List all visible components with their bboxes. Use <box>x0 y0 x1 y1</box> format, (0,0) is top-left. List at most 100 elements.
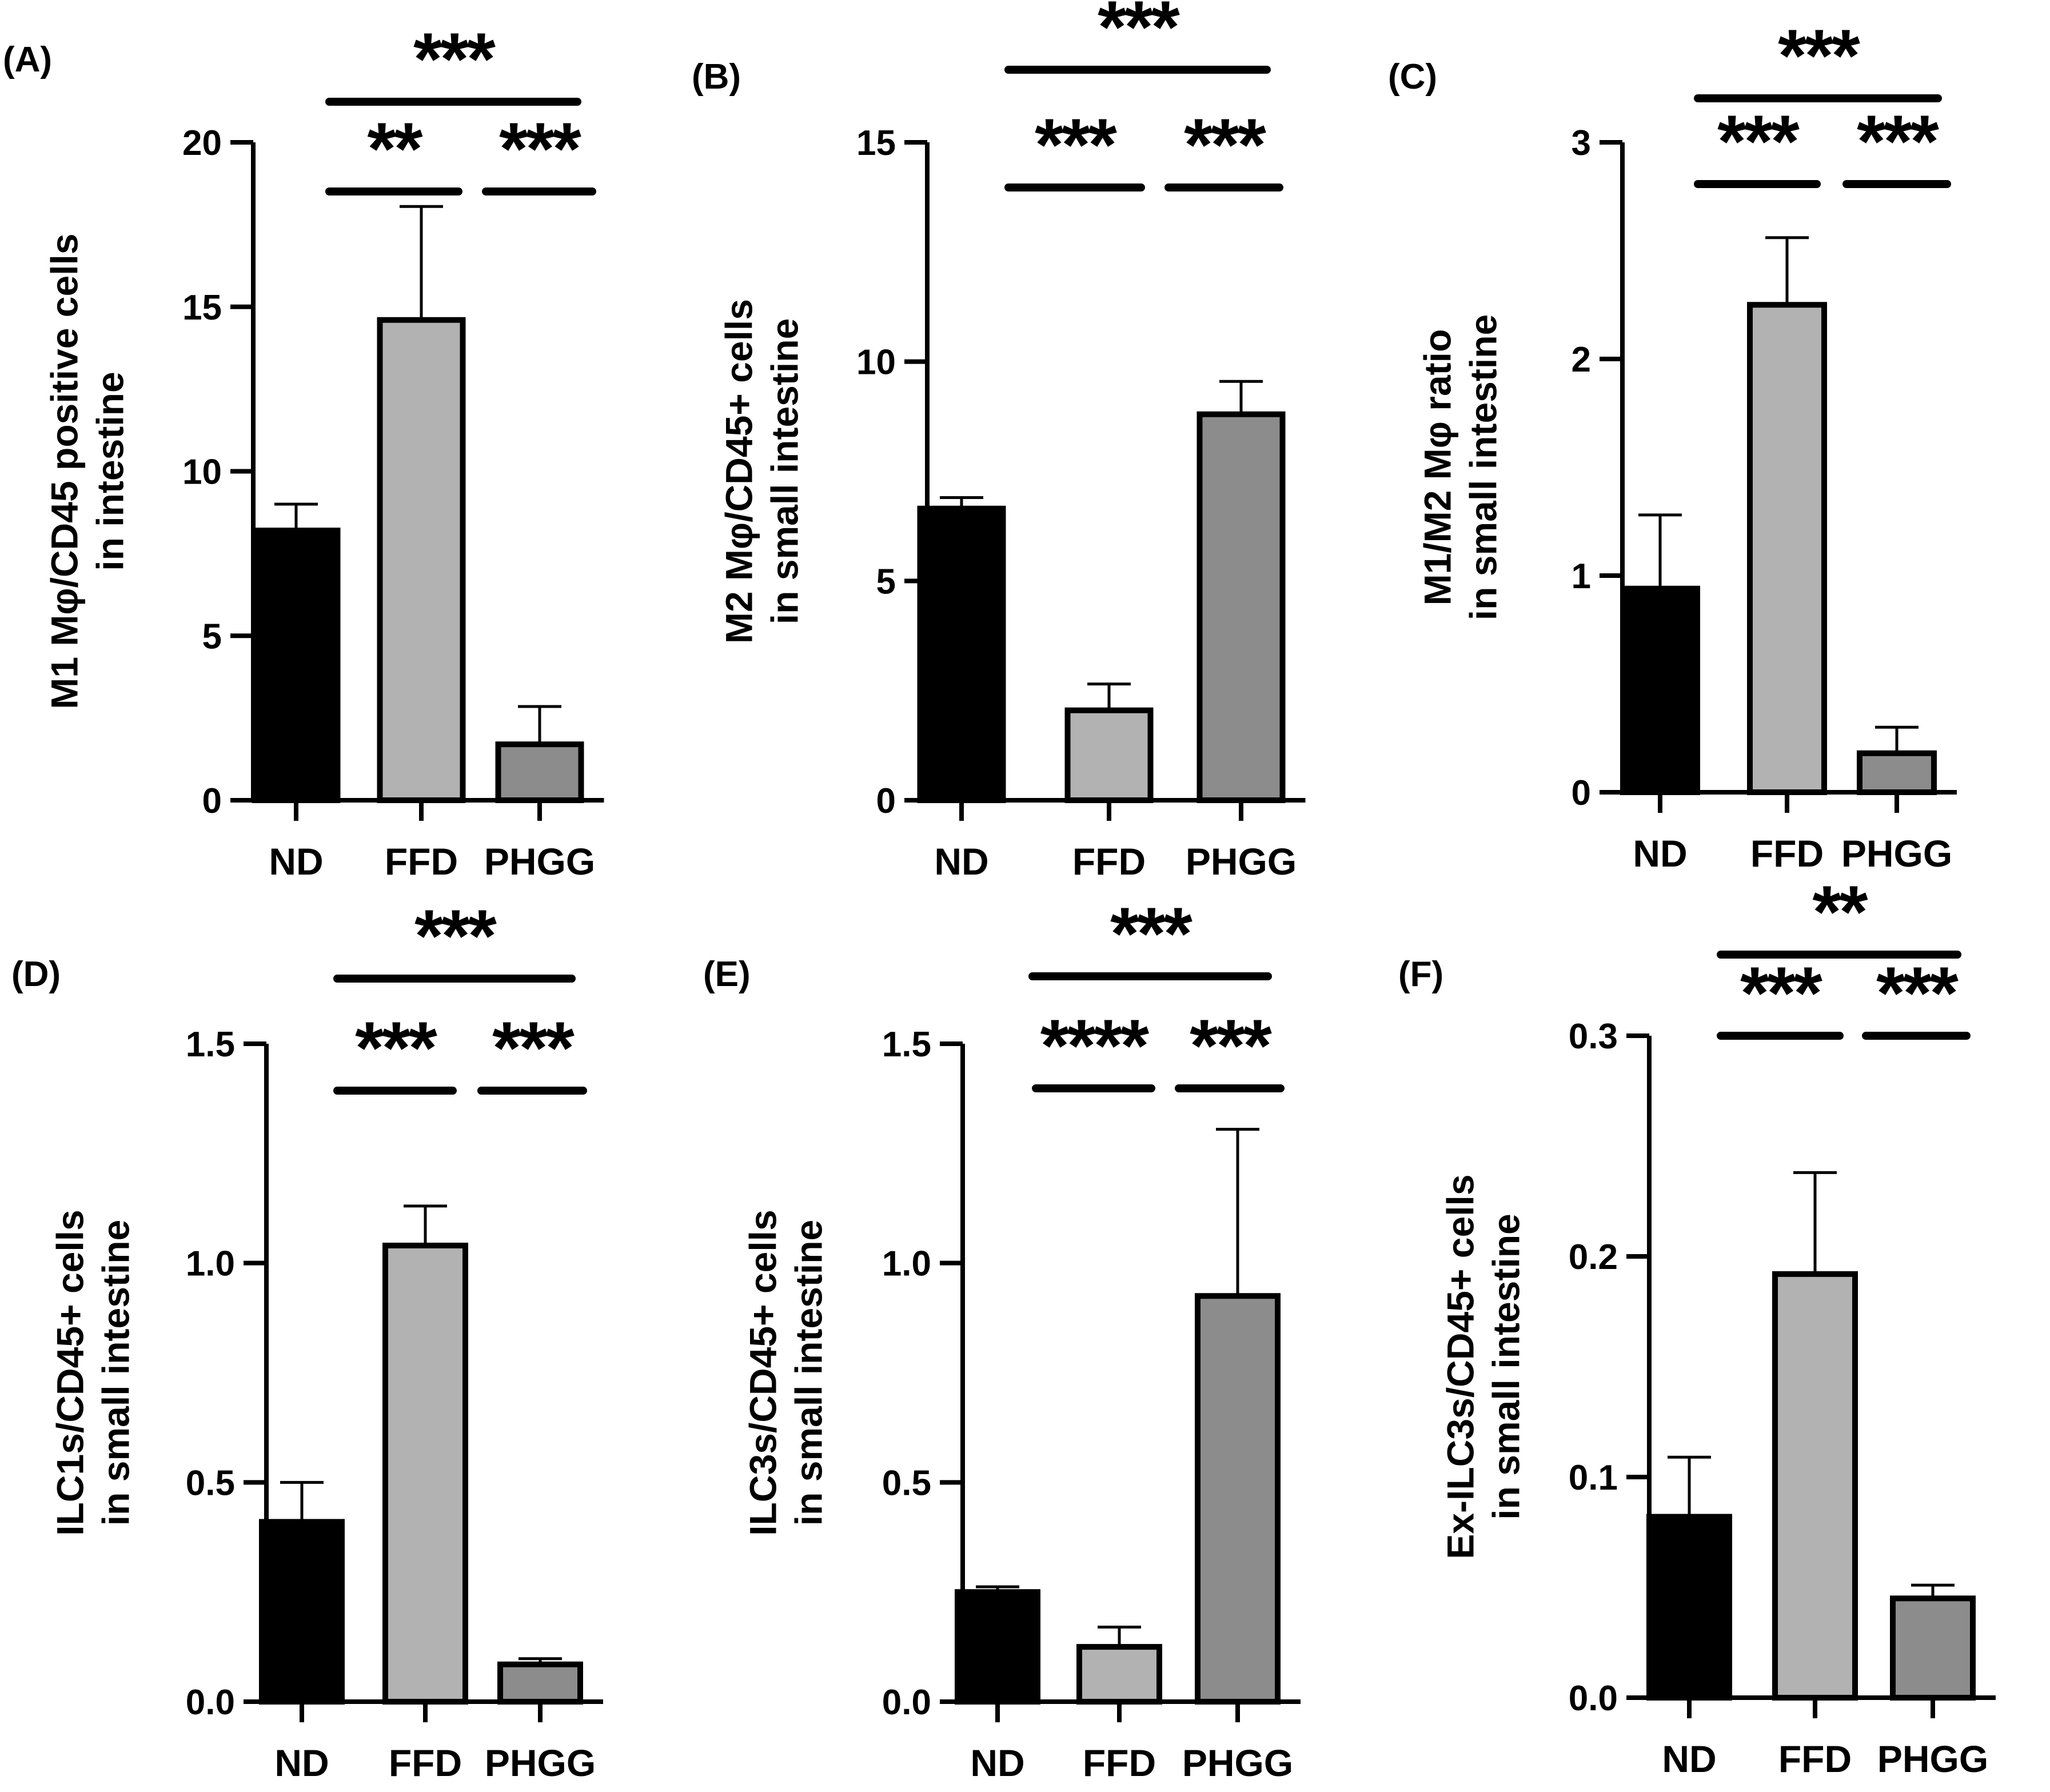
bar-ffd <box>1772 1271 1858 1701</box>
y-axis-title: in small intestine <box>1485 1214 1527 1519</box>
x-tick-label: FFD <box>385 840 458 883</box>
significance-label: *** <box>414 894 497 977</box>
y-tick-label: 1.5 <box>882 1025 931 1064</box>
y-axis-title: M1/M2 Mφ ratio <box>1416 329 1458 606</box>
y-axis-title: in small intestine <box>763 318 805 624</box>
x-tick-label: ND <box>934 840 988 883</box>
bar-ffd <box>1076 1644 1162 1705</box>
significance-label: *** <box>1035 103 1117 186</box>
y-tick-label: 20 <box>182 123 222 163</box>
x-tick-label: ND <box>1662 1738 1716 1780</box>
x-tick-label: PHGG <box>1841 832 1952 875</box>
x-tick-label: PHGG <box>1182 1742 1293 1784</box>
y-tick-label: 0.5 <box>882 1463 931 1503</box>
y-tick-label: 0 <box>202 781 222 821</box>
bar-nd <box>1620 585 1700 795</box>
bar-phgg <box>1857 750 1937 796</box>
bar-phgg <box>1195 1293 1281 1705</box>
x-tick-label: PHGG <box>1877 1738 1988 1780</box>
y-axis-title: M1 Mφ/CD45 positive cells <box>43 233 85 709</box>
y-tick-label: 15 <box>856 123 896 163</box>
significance-label: *** <box>1098 0 1180 69</box>
chart-panel-2: (B) 0 5 10 15 M2 Mφ/CD45+ cells in small intes… <box>692 0 1306 883</box>
y-axis-title: in intestine <box>89 372 131 570</box>
x-tick-label: ND <box>274 1742 329 1784</box>
significance-label: *** <box>1876 951 1959 1035</box>
y-tick-label: 2 <box>1572 340 1591 380</box>
y-tick-label: 5 <box>876 562 896 601</box>
x-tick-label: PHGG <box>485 1742 596 1784</box>
bar-ffd <box>1064 707 1154 803</box>
y-axis-title: M2 Mφ/CD45+ cells <box>717 299 760 644</box>
y-tick-label: 1.0 <box>186 1244 235 1284</box>
significance-label: *** <box>413 17 496 101</box>
y-tick-label: 0.0 <box>1569 1679 1618 1718</box>
y-tick-label: 0.5 <box>186 1463 235 1503</box>
x-tick-label: ND <box>269 840 323 883</box>
bar-ffd <box>382 1242 468 1705</box>
panel-label: (A) <box>3 40 52 79</box>
significance-label: *** <box>1857 99 1939 183</box>
significance-label: ** <box>1812 870 1868 953</box>
bar-nd <box>955 1589 1040 1705</box>
y-tick-label: 3 <box>1572 123 1591 163</box>
x-tick-label: PHGG <box>484 840 595 883</box>
y-tick-label: 5 <box>202 617 222 656</box>
y-tick-label: 10 <box>182 453 222 492</box>
x-tick-label: FFD <box>1072 840 1146 883</box>
bar-nd <box>252 528 341 804</box>
bar-nd <box>259 1519 345 1705</box>
y-axis-title: ILC1s/CD45+ cells <box>49 1210 91 1535</box>
bar-phgg <box>1890 1595 1976 1701</box>
significance-label: **** <box>1040 1004 1150 1087</box>
x-tick-label: FFD <box>1778 1738 1852 1780</box>
y-axis-title: in small intestine <box>94 1220 137 1526</box>
panel-label: (D) <box>11 955 61 994</box>
x-tick-label: PHGG <box>1186 840 1297 883</box>
bar-phgg <box>495 741 584 804</box>
x-tick-label: FFD <box>389 1742 462 1784</box>
x-tick-label: ND <box>1633 832 1687 875</box>
y-axis-title: ILC3s/CD45+ cells <box>741 1210 784 1535</box>
panel-label: (B) <box>692 57 741 97</box>
y-axis-title: in small intestine <box>787 1220 829 1526</box>
y-tick-label: 0 <box>876 781 896 821</box>
y-tick-label: 0 <box>1572 773 1591 813</box>
y-tick-label: 0.1 <box>1569 1458 1618 1498</box>
bar-nd <box>1646 1514 1732 1701</box>
y-tick-label: 0.3 <box>1569 1017 1618 1056</box>
bar-phgg <box>1197 411 1286 803</box>
panel-label: (E) <box>703 955 751 994</box>
y-tick-label: 1.5 <box>186 1025 235 1064</box>
y-tick-label: 0.2 <box>1569 1238 1618 1277</box>
x-tick-label: ND <box>970 1742 1024 1784</box>
chart-panel-1: (A) 0 5 10 15 20 M1 Mφ/CD45 positive cells in i… <box>3 17 604 883</box>
bar-ffd <box>377 317 466 803</box>
significance-label: *** <box>499 107 581 190</box>
significance-label: *** <box>355 1006 437 1089</box>
y-tick-label: 10 <box>856 343 896 382</box>
chart-panel-5: (E) 0.0 0.5 1.0 1.5 ILC3s/CD45+ cells in small… <box>703 892 1301 1784</box>
significance-label: *** <box>1110 892 1192 975</box>
y-tick-label: 0.0 <box>186 1683 235 1722</box>
chart-panel-6: (F) 0.0 0.1 0.2 0.3 Ex-ILC3s/CD45+ cells in sm… <box>1398 870 1996 1780</box>
significance-label: *** <box>1717 99 1800 183</box>
bar-ffd <box>1747 302 1827 795</box>
panel-label: (C) <box>1388 57 1437 97</box>
significance-label: ** <box>367 107 423 190</box>
y-tick-label: 1 <box>1572 557 1591 596</box>
significance-label: *** <box>1740 951 1822 1035</box>
chart-panel-3: (C) 0 1 2 3 M1/M2 Mφ ratio in small intestine N… <box>1388 14 1957 875</box>
significance-label: *** <box>1778 14 1860 97</box>
y-tick-label: 15 <box>182 288 222 328</box>
x-tick-label: FFD <box>1750 832 1824 875</box>
significance-label: *** <box>1184 103 1266 186</box>
panel-label: (F) <box>1398 955 1443 994</box>
significance-label: *** <box>1190 1004 1272 1087</box>
y-axis-title: Ex-ILC3s/CD45+ cells <box>1439 1174 1481 1559</box>
y-axis-title: in small intestine <box>1462 314 1504 620</box>
bar-nd <box>917 505 1006 803</box>
y-tick-label: 0.0 <box>882 1683 931 1722</box>
bar-phgg <box>497 1661 583 1705</box>
